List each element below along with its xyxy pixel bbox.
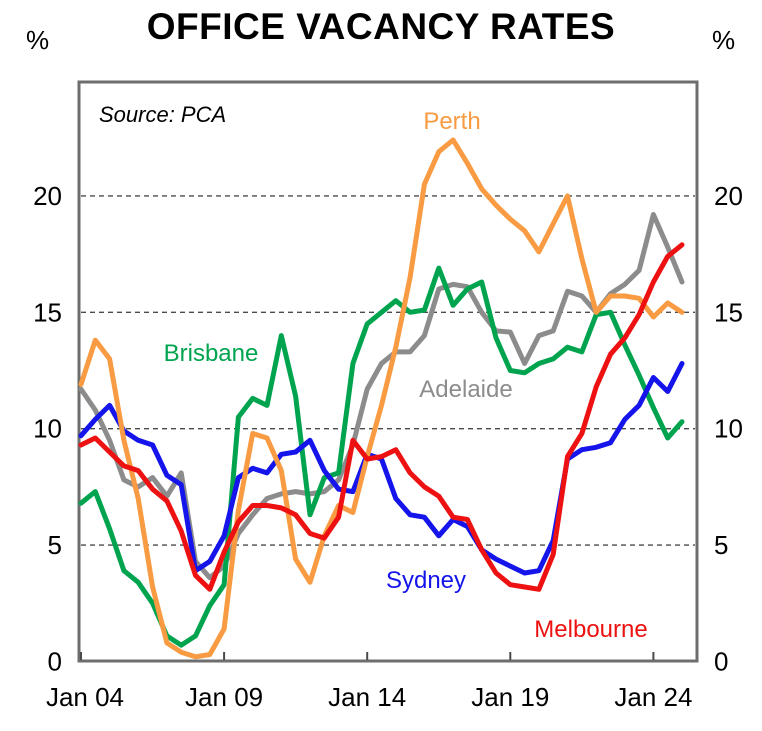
- x-label-Jan 24: Jan 24: [614, 682, 692, 712]
- x-label-Jan 19: Jan 19: [471, 682, 549, 712]
- series-label-adelaide: Adelaide: [419, 376, 512, 403]
- series-line-perth: [78, 137, 685, 660]
- series-line-melbourne: [78, 242, 685, 592]
- y-label-right-0: 0: [714, 647, 728, 677]
- series-line-adelaide: [78, 212, 685, 581]
- x-label-Jan 04: Jan 04: [46, 682, 124, 712]
- y-label-right-20: 20: [714, 181, 743, 211]
- series-label-brisbane: Brisbane: [164, 340, 259, 367]
- y-label-left-15: 15: [33, 297, 62, 327]
- plot-border: [77, 80, 699, 663]
- source-note: Source: PCA: [99, 102, 226, 127]
- y-axis-unit-right: %: [712, 25, 736, 55]
- y-label-right-10: 10: [714, 414, 743, 444]
- y-label-right-5: 5: [714, 530, 728, 560]
- series-label-melbourne: Melbourne: [534, 616, 647, 643]
- y-label-right-15: 15: [714, 297, 743, 327]
- x-label-Jan 09: Jan 09: [185, 682, 263, 712]
- series-line-brisbane: [78, 265, 685, 648]
- y-label-left-20: 20: [33, 181, 62, 211]
- series-label-perth: Perth: [423, 108, 480, 135]
- y-label-left-5: 5: [48, 530, 62, 560]
- x-label-Jan 14: Jan 14: [328, 682, 406, 712]
- series-label-sydney: Sydney: [386, 567, 466, 594]
- y-axis-unit-left: %: [26, 25, 50, 55]
- y-label-left-0: 0: [48, 647, 62, 677]
- page-title: OFFICE VACANCY RATES: [146, 6, 616, 47]
- y-label-left-10: 10: [33, 414, 62, 444]
